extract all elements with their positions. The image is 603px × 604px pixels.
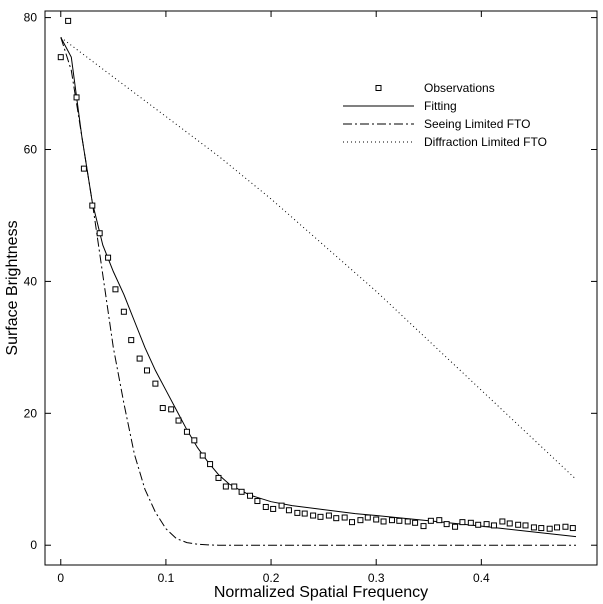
observation-point bbox=[412, 519, 419, 526]
observation-point bbox=[490, 522, 497, 529]
observation-point bbox=[231, 483, 238, 490]
observation-point bbox=[364, 514, 371, 521]
plot-frame bbox=[44, 10, 598, 566]
legend-label-diffraction-limited-fto: Diffraction Limited FTO bbox=[424, 135, 547, 149]
observation-point bbox=[404, 518, 411, 525]
observation-point bbox=[262, 503, 269, 510]
observation-point bbox=[530, 524, 537, 531]
y-tick-label: 0 bbox=[30, 538, 37, 552]
observation-point bbox=[388, 517, 395, 524]
observation-point bbox=[317, 513, 324, 520]
observation-point bbox=[294, 509, 301, 516]
y-axis-title: Surface Brightness bbox=[4, 220, 21, 355]
observation-point bbox=[270, 505, 277, 512]
observation-point bbox=[467, 519, 474, 526]
legend-label-fitting: Fitting bbox=[424, 99, 457, 113]
observation-point bbox=[143, 367, 150, 374]
observation-point bbox=[57, 54, 64, 61]
observation-markers bbox=[57, 17, 576, 532]
observation-point bbox=[499, 518, 506, 525]
observation-point bbox=[436, 517, 443, 524]
observation-point bbox=[199, 452, 206, 459]
observation-point bbox=[427, 517, 434, 524]
observation-point bbox=[254, 498, 261, 505]
fitting-line bbox=[60, 37, 577, 538]
observation-point bbox=[341, 514, 348, 521]
observation-point bbox=[459, 519, 466, 526]
observation-point bbox=[310, 512, 317, 519]
ticks: 0 0.1 0.2 0.3 0.4 0 20 40 60 80 bbox=[24, 11, 597, 585]
observation-point bbox=[222, 483, 229, 490]
y-tick-label: 40 bbox=[24, 274, 38, 288]
observation-point bbox=[538, 525, 545, 532]
observation-point bbox=[333, 515, 340, 522]
observation-point bbox=[73, 94, 80, 101]
observation-point bbox=[159, 405, 166, 412]
observation-point bbox=[96, 230, 103, 237]
observation-point bbox=[89, 202, 96, 209]
observation-point bbox=[168, 406, 175, 413]
observation-point bbox=[522, 522, 529, 529]
observation-point bbox=[546, 525, 553, 532]
observation-point bbox=[152, 380, 159, 387]
observation-point bbox=[65, 17, 72, 24]
observation-point bbox=[380, 518, 387, 525]
x-tick-label: 0.4 bbox=[473, 571, 490, 585]
observation-point bbox=[357, 517, 364, 524]
x-tick-label: 0.2 bbox=[263, 571, 280, 585]
observation-point bbox=[112, 286, 119, 293]
observation-point bbox=[452, 523, 459, 530]
observation-point bbox=[183, 428, 190, 435]
x-tick-label: 0 bbox=[57, 571, 64, 585]
diffraction-limited-fto-line bbox=[60, 37, 577, 480]
observation-point bbox=[128, 337, 135, 344]
observation-point bbox=[136, 355, 143, 362]
observation-point bbox=[483, 521, 490, 528]
series-lines bbox=[60, 37, 577, 546]
observation-point bbox=[349, 519, 356, 526]
observation-point bbox=[396, 517, 403, 524]
observation-point bbox=[105, 254, 112, 261]
seeing-limited-fto-line bbox=[60, 37, 576, 546]
observation-point bbox=[569, 525, 576, 532]
observation-point bbox=[443, 521, 450, 528]
observation-point bbox=[247, 492, 254, 499]
y-tick-label: 80 bbox=[24, 11, 38, 25]
legend: Observations Fitting Seeing Limited FTO Dif… bbox=[343, 81, 547, 149]
observation-point bbox=[554, 524, 561, 531]
observation-point bbox=[120, 308, 127, 315]
observation-point bbox=[80, 165, 87, 172]
observation-point bbox=[215, 474, 222, 481]
observation-point bbox=[207, 461, 214, 468]
observation-point bbox=[278, 502, 285, 509]
observation-point bbox=[562, 523, 569, 530]
observation-point bbox=[475, 521, 482, 528]
observation-point bbox=[238, 488, 245, 495]
x-tick-label: 0.3 bbox=[368, 571, 385, 585]
observation-point bbox=[420, 523, 427, 530]
legend-label-seeing-limited-fto: Seeing Limited FTO bbox=[424, 117, 531, 131]
observation-point bbox=[373, 516, 380, 523]
x-tick-label: 0.1 bbox=[158, 571, 175, 585]
legend-label-observations: Observations bbox=[424, 81, 495, 95]
x-axis-title: Normalized Spatial Frequency bbox=[214, 584, 428, 601]
observation-point bbox=[515, 521, 522, 528]
observation-point bbox=[175, 417, 182, 424]
observation-point bbox=[301, 510, 308, 517]
observation-point bbox=[506, 520, 513, 527]
observation-point bbox=[325, 512, 332, 519]
y-tick-label: 60 bbox=[24, 143, 38, 157]
y-tick-label: 20 bbox=[24, 406, 38, 420]
legend-marker-observations bbox=[375, 85, 382, 91]
observation-point bbox=[191, 437, 198, 444]
observation-point bbox=[285, 507, 292, 514]
